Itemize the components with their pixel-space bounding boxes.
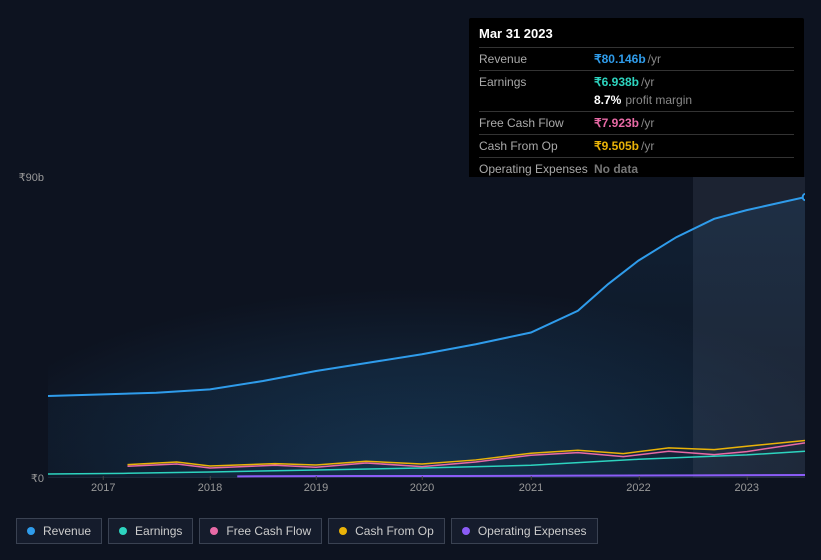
- chart-plot-area: [48, 177, 805, 478]
- tooltip-date: Mar 31 2023: [479, 26, 794, 45]
- legend-item-revenue[interactable]: Revenue: [16, 518, 102, 544]
- y-axis-label: ₹0: [12, 472, 44, 485]
- x-axis-tick: 2019: [304, 482, 328, 494]
- legend-swatch: [339, 527, 347, 535]
- legend-swatch: [210, 527, 218, 535]
- tooltip-row-label: Revenue: [479, 52, 594, 66]
- x-axis-tick: 2021: [519, 482, 543, 494]
- chart-svg: [48, 177, 805, 478]
- legend-swatch: [27, 527, 35, 535]
- legend-item-cash-from-op[interactable]: Cash From Op: [328, 518, 445, 544]
- chart-container: Mar 31 2023 Revenue₹80.146b/yrEarnings₹6…: [0, 0, 821, 560]
- tooltip-row-label: Free Cash Flow: [479, 116, 594, 130]
- legend-swatch: [119, 527, 127, 535]
- x-axis-tick: 2023: [734, 482, 758, 494]
- tooltip-row: Cash From Op₹9.505b/yr: [479, 137, 794, 155]
- tooltip-row-value: 8.7%profit margin: [594, 93, 692, 107]
- x-axis-tick: 2018: [198, 482, 222, 494]
- legend-label: Operating Expenses: [478, 524, 587, 538]
- chart-tooltip: Mar 31 2023 Revenue₹80.146b/yrEarnings₹6…: [469, 18, 804, 188]
- tooltip-row-label: Cash From Op: [479, 139, 594, 153]
- x-axis-tick: 2022: [626, 482, 650, 494]
- tooltip-row-value: No data: [594, 162, 638, 176]
- tooltip-row: 8.7%profit margin: [479, 91, 794, 109]
- tooltip-row-value: ₹80.146b/yr: [594, 52, 661, 66]
- tooltip-row-value: ₹9.505b/yr: [594, 139, 654, 153]
- x-axis-tick: 2017: [91, 482, 115, 494]
- x-axis-tick: 2020: [410, 482, 434, 494]
- legend-item-earnings[interactable]: Earnings: [108, 518, 193, 544]
- tooltip-row: Revenue₹80.146b/yr: [479, 50, 794, 68]
- tooltip-row-label: [479, 93, 594, 107]
- tooltip-row: Free Cash Flow₹7.923b/yr: [479, 114, 794, 132]
- x-axis: 2017 2018 2019 2020 2021 2022 2023: [48, 482, 805, 502]
- legend: Revenue Earnings Free Cash Flow Cash From O…: [16, 518, 598, 544]
- series-operating-expenses: [237, 475, 805, 476]
- tooltip-row: Earnings₹6.938b/yr: [479, 73, 794, 91]
- tooltip-row-label: Operating Expenses: [479, 162, 594, 176]
- legend-item-free-cash-flow[interactable]: Free Cash Flow: [199, 518, 322, 544]
- legend-swatch: [462, 527, 470, 535]
- tooltip-row-value: ₹6.938b/yr: [594, 75, 654, 89]
- legend-label: Cash From Op: [355, 524, 434, 538]
- tooltip-row-value: ₹7.923b/yr: [594, 116, 654, 130]
- legend-label: Free Cash Flow: [226, 524, 311, 538]
- y-axis-label: ₹90b: [12, 171, 44, 184]
- legend-item-operating-expenses[interactable]: Operating Expenses: [451, 518, 598, 544]
- legend-label: Earnings: [135, 524, 182, 538]
- legend-label: Revenue: [43, 524, 91, 538]
- tooltip-row: Operating ExpensesNo data: [479, 160, 794, 178]
- tooltip-row-label: Earnings: [479, 75, 594, 89]
